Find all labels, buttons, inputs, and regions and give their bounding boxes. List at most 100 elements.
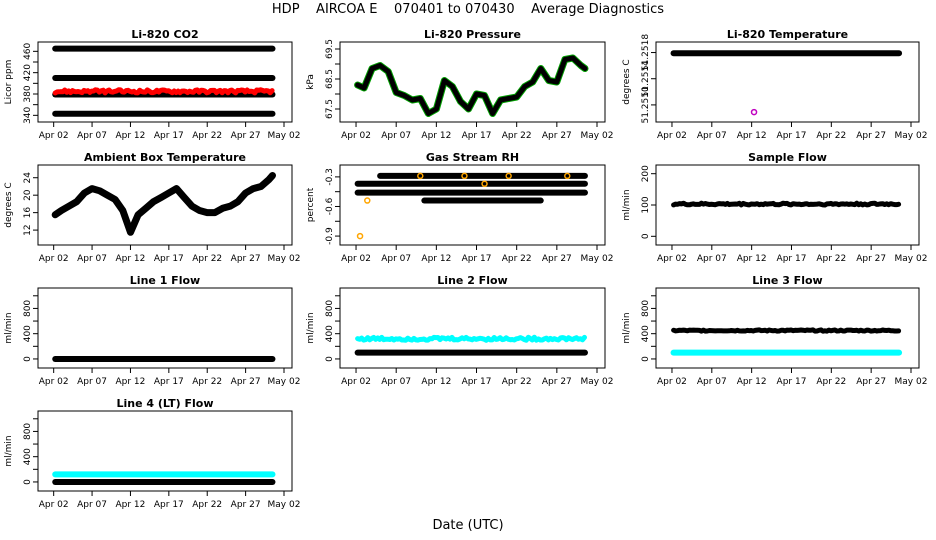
series-layer (52, 471, 276, 485)
x-tick-label: Apr 17 (154, 254, 184, 264)
y-tick-label: 800 (23, 300, 33, 317)
series-layer (354, 334, 588, 356)
y-tick-label: 100 (641, 196, 651, 213)
chart-panel: Line 3 Flow 0 400 800 ml/min Apr 02 Apr 07 Apr … (622, 274, 927, 387)
y-tick-label: 380 (23, 85, 33, 102)
x-tick-label: Apr 12 (116, 500, 146, 510)
series-band (355, 334, 587, 343)
x-tick-label: Apr 22 (816, 377, 846, 387)
series-layer (670, 50, 903, 116)
chart-panel: Line 2 Flow 0 400 800 ml/min Apr 02 Apr 07 Apr … (306, 274, 613, 387)
x-tick-label: Apr 22 (816, 131, 846, 141)
series-layer (51, 172, 276, 236)
y-tick-label: 340 (23, 106, 33, 123)
x-tick-label: Apr 27 (856, 377, 886, 387)
plot-frame (37, 287, 293, 369)
x-tick-label: Apr 12 (421, 131, 451, 141)
x-tick-label: Apr 17 (154, 500, 184, 510)
series-band (671, 327, 902, 334)
y-axis-label: degrees C (4, 182, 14, 227)
x-tick-label: Apr 12 (737, 254, 767, 264)
y-tick-label: 420 (23, 64, 33, 81)
x-tick-label: Apr 27 (231, 254, 261, 264)
x-tick-label: May 02 (268, 254, 301, 264)
x-tick-label: Apr 02 (39, 500, 69, 510)
x-tick-label: Apr 02 (341, 131, 371, 141)
plot-frame (37, 41, 293, 123)
x-tick-label: May 02 (268, 377, 301, 387)
chart-title: Sample Flow (748, 151, 827, 164)
plot-frame (655, 41, 920, 123)
chart-title: Line 3 Flow (752, 274, 822, 287)
y-axis-label: percent (306, 187, 316, 222)
plot-frame (339, 164, 606, 246)
x-tick-label: Apr 17 (777, 254, 807, 264)
x-tick-label: May 02 (581, 254, 614, 264)
plot-frame (655, 287, 920, 369)
x-tick-label: Apr 27 (231, 131, 261, 141)
y-axis-label: ml/min (306, 312, 316, 343)
y-axis-label: kPa (306, 74, 316, 90)
y-tick-label: 400 (641, 325, 651, 342)
chart-title: Line 4 (LT) Flow (117, 397, 214, 410)
y-tick-label: 400 (325, 325, 335, 342)
y-tick-label: 0 (641, 233, 651, 239)
x-tick-label: May 02 (895, 254, 928, 264)
plot-frame (37, 164, 293, 246)
x-tick-label: Apr 17 (462, 377, 492, 387)
y-tick-label: 460 (23, 42, 33, 59)
x-tick-label: May 02 (895, 131, 928, 141)
x-tick-label: Apr 22 (816, 254, 846, 264)
x-tick-label: Apr 22 (192, 500, 222, 510)
y-tick-label: 69.5 (325, 39, 335, 59)
data-point (364, 197, 371, 204)
chart-panel: Gas Stream RH -0.9 -0.6 -0.3 percent Apr 02 Ap… (306, 151, 613, 264)
x-tick-label: Apr 12 (116, 377, 146, 387)
x-tick-label: Apr 07 (697, 131, 727, 141)
plot-frame (339, 41, 606, 123)
x-tick-label: Apr 02 (341, 254, 371, 264)
x-tick-label: Apr 12 (116, 131, 146, 141)
x-tick-label: Apr 12 (116, 254, 146, 264)
y-axis-label: ml/min (4, 435, 14, 466)
x-tick-label: Apr 07 (77, 131, 107, 141)
x-tick-label: Apr 22 (192, 377, 222, 387)
series-band (671, 200, 902, 208)
x-tick-label: Apr 17 (462, 254, 492, 264)
y-axis-label: degrees C (622, 59, 632, 104)
y-axis-label: Licor ppm (4, 60, 14, 105)
y-tick-label: 51.2510 (641, 86, 651, 123)
x-tick-label: Apr 07 (77, 377, 107, 387)
y-tick-label: 16 (23, 207, 33, 219)
x-tick-label: Apr 22 (502, 254, 532, 264)
y-tick-label: 51.2514 (641, 60, 651, 97)
chart-panel: Line 1 Flow 0 400 800 ml/min Apr 02 Apr 07 Apr … (4, 274, 300, 387)
series-line (355, 55, 588, 116)
y-tick-label: 800 (325, 300, 335, 317)
x-tick-label: Apr 02 (657, 254, 687, 264)
y-tick-label: 0 (641, 356, 651, 362)
y-tick-label: 51.2518 (641, 34, 651, 71)
x-tick-label: Apr 22 (502, 377, 532, 387)
x-tick-label: May 02 (581, 377, 614, 387)
x-tick-label: Apr 27 (856, 254, 886, 264)
plot-frame (37, 410, 293, 492)
x-tick-label: Apr 02 (657, 377, 687, 387)
series-band (52, 87, 275, 96)
y-tick-label: 68.5 (325, 69, 335, 89)
chart-title: Li-820 Pressure (424, 28, 521, 41)
y-tick-label: 12 (23, 224, 33, 235)
data-point (417, 172, 424, 180)
x-axis-caption: Date (UTC) (432, 518, 504, 533)
x-tick-label: May 02 (581, 131, 614, 141)
x-tick-label: Apr 02 (39, 131, 69, 141)
y-tick-label: 0 (325, 356, 335, 362)
x-tick-label: Apr 02 (341, 377, 371, 387)
x-tick-label: Apr 22 (192, 254, 222, 264)
y-tick-label: 24 (23, 172, 33, 184)
y-tick-label: 67.5 (325, 99, 335, 119)
x-tick-label: Apr 22 (192, 131, 222, 141)
